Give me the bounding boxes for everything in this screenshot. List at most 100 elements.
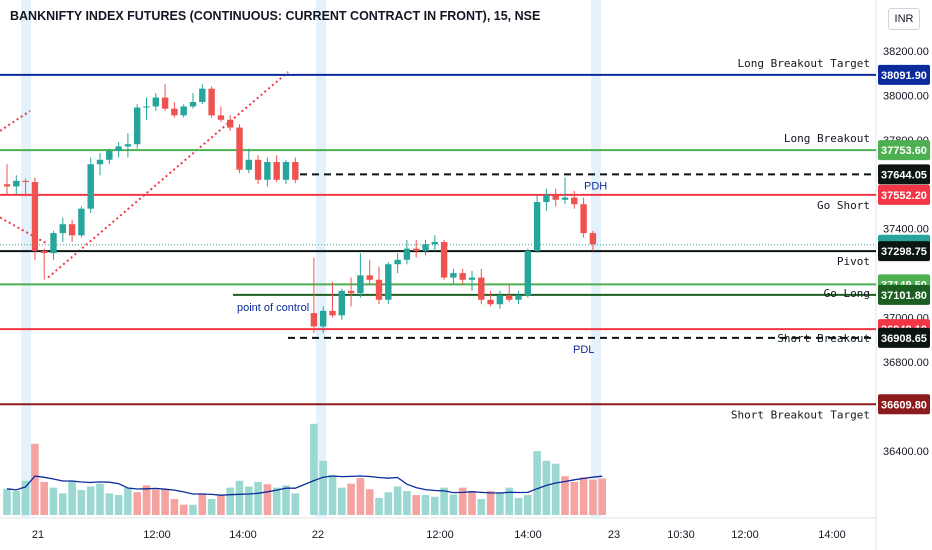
candle-body — [208, 88, 215, 116]
volume-bar — [133, 492, 141, 515]
currency-button[interactable]: INR — [888, 8, 920, 30]
volume-bar — [589, 479, 597, 515]
volume-bar — [59, 493, 67, 515]
candle-body — [171, 108, 178, 116]
session-highlights — [21, 0, 601, 518]
candle-body — [329, 310, 336, 316]
x-tick-label: 21 — [32, 529, 44, 541]
price-tag — [878, 327, 930, 348]
volume-bar — [440, 487, 448, 515]
candle-body — [320, 310, 327, 327]
volume-bar — [496, 492, 504, 515]
price-tag-label: 37753.60 — [881, 145, 927, 157]
volume-bar — [291, 493, 300, 515]
x-tick-label: 12:00 — [426, 529, 454, 541]
level-label: Long Breakout — [784, 132, 870, 145]
candles — [3, 84, 597, 334]
volume-bar — [338, 487, 346, 515]
price-axis[interactable]: 38200.0038000.0037800.0037400.0037000.00… — [878, 46, 930, 458]
pdl-label: PDL — [573, 344, 594, 356]
volume-bar — [161, 488, 169, 515]
volume-bar — [142, 485, 151, 515]
volume-moving-average — [6, 475, 603, 496]
level-label: Go Long — [824, 287, 870, 300]
candle-body — [589, 233, 597, 245]
candle-body — [273, 162, 280, 180]
candle-body — [533, 202, 541, 251]
volume-bar — [105, 493, 114, 515]
candle-body — [347, 290, 355, 294]
volume-bar — [328, 475, 337, 515]
volume-bar — [375, 497, 383, 515]
price-tag — [878, 241, 930, 262]
candle-body — [50, 233, 57, 254]
candle-body — [68, 224, 76, 236]
volume-bar — [365, 489, 374, 515]
y-tick-label: 38000.00 — [883, 90, 929, 102]
volume-bar — [272, 487, 281, 515]
volume-bar — [207, 499, 216, 515]
candle-body — [431, 242, 438, 245]
volume-bar — [412, 495, 420, 515]
candle-body — [217, 115, 225, 120]
y-tick-label: 36800.00 — [883, 357, 929, 369]
candle-body — [282, 162, 290, 180]
volume-bars — [3, 423, 606, 515]
candle-body — [106, 150, 113, 160]
volume-bar — [449, 494, 458, 515]
volume-bar — [505, 487, 513, 515]
volume-bar — [356, 477, 365, 515]
level-lines[interactable]: Long Breakout Target Long Breakout Go Shor… — [0, 57, 876, 421]
candle-body — [385, 264, 392, 300]
candle-body — [41, 250, 48, 254]
price-tag-label: 36908.65 — [881, 333, 927, 345]
volume-bar — [226, 487, 234, 515]
volume-bar — [3, 488, 11, 515]
x-tick-label: 10:30 — [667, 529, 695, 541]
candle-body — [394, 259, 401, 265]
volume-bar — [579, 477, 588, 515]
volume-bar — [393, 486, 402, 515]
candle-body — [143, 106, 150, 108]
candle-body — [292, 162, 299, 180]
candle-body — [422, 244, 429, 251]
volume-bar — [458, 487, 467, 515]
volume-bar — [542, 460, 551, 515]
volume-bar — [124, 487, 132, 515]
candle-body — [338, 290, 345, 316]
x-tick-label: 12:00 — [731, 529, 759, 541]
candle-body — [310, 313, 318, 327]
volume-bar — [486, 491, 495, 515]
volume-bar — [170, 499, 179, 515]
trend-line — [0, 216, 49, 246]
price-tag — [878, 164, 930, 185]
volume-bar — [319, 460, 327, 515]
candle-body — [552, 195, 559, 200]
candle-body — [264, 162, 271, 180]
level-label: Go Short — [817, 199, 870, 212]
price-tag — [878, 394, 930, 415]
trend-lines[interactable] — [0, 71, 289, 279]
candle-body — [180, 106, 187, 116]
y-tick-label: 37400.00 — [883, 224, 929, 236]
annotations: PDH PDL point of control — [237, 180, 607, 355]
volume-bar — [551, 463, 560, 515]
candle-body — [115, 146, 122, 151]
volume-bar — [598, 478, 606, 515]
candle-body — [403, 248, 411, 260]
volume-bar — [254, 481, 262, 515]
candle-body — [440, 242, 448, 278]
candle-body — [468, 277, 476, 280]
price-tag-label: 37298.75 — [881, 246, 927, 258]
price-tag — [878, 284, 930, 305]
volume-bar — [198, 493, 207, 515]
volume-bar — [263, 484, 272, 515]
session-band — [591, 0, 601, 518]
volume-bar — [431, 496, 439, 515]
level-label: Pivot — [837, 255, 870, 268]
volume-bar — [217, 495, 225, 515]
candle-body — [59, 224, 66, 234]
time-axis[interactable]: 21 12:00 14:00 22 12:00 14:00 23 10:30 12:00 14:0… — [32, 529, 846, 541]
